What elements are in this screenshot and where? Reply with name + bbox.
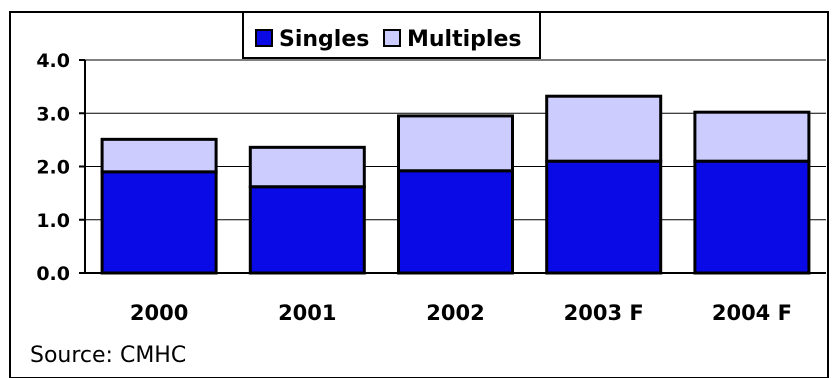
bar-multiples-2002: [397, 114, 514, 173]
x-category-label: 2001: [278, 301, 336, 325]
y-tick-label: 2.0: [36, 157, 70, 179]
bar-multiples-2001: [248, 145, 366, 189]
y-tick-label: 3.0: [36, 103, 70, 125]
y-tick-label: 1.0: [36, 210, 70, 232]
legend-label-singles: Singles: [279, 27, 369, 52]
bar-singles-2000: [100, 170, 218, 275]
y-tick-labels: 0.0 1.0 2.0 3.0 4.0: [36, 50, 85, 285]
x-category-label: 2002: [426, 301, 484, 325]
legend: Singles Multiples: [242, 11, 541, 59]
bar-multiples-2003-f: [545, 94, 663, 163]
category-labels: 2000 2001 2002 2003 F 2004 F: [130, 301, 792, 325]
source-note: Source: CMHC: [30, 343, 186, 368]
legend-swatch-multiples: [383, 29, 401, 47]
bar-singles-2002: [397, 169, 514, 275]
x-category-label: 2000: [130, 301, 188, 325]
y-tick-label: 4.0: [36, 50, 70, 72]
bar-singles-2001: [248, 185, 366, 275]
bars: [100, 94, 811, 275]
bar-singles-2004-f: [693, 159, 811, 275]
legend-swatch-singles: [255, 29, 273, 47]
y-tick-label: 0.0: [36, 263, 70, 285]
x-category-label: 2003 F: [564, 301, 644, 325]
legend-label-multiples: Multiples: [407, 27, 521, 52]
bar-singles-2003-f: [545, 159, 663, 275]
bar-multiples-2004-f: [693, 110, 811, 163]
x-category-label: 2004 F: [712, 301, 792, 325]
bar-multiples-2000: [100, 137, 218, 174]
